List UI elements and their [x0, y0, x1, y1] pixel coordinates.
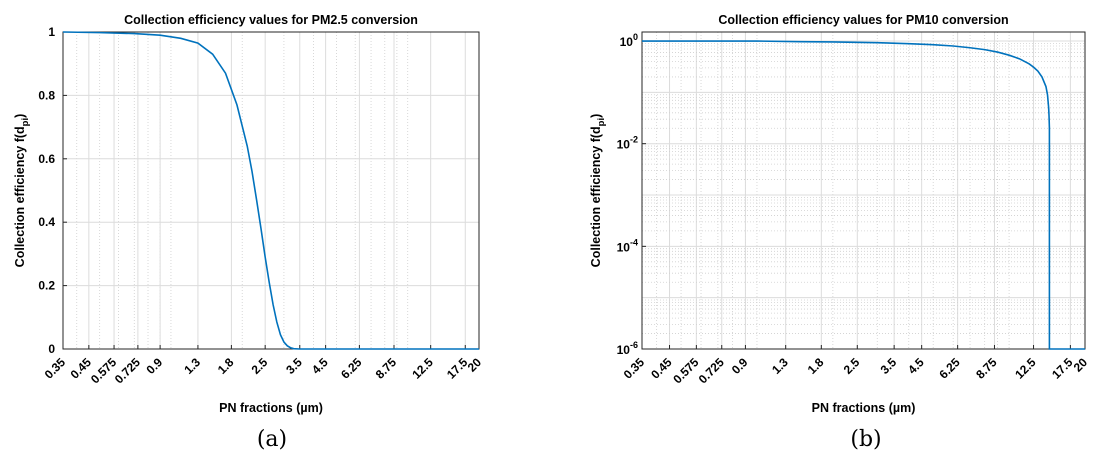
- x-tick-label: 0.575: [88, 355, 119, 386]
- x-tick-label: 8.75: [373, 355, 400, 382]
- y-tick-label: 0.2: [38, 279, 55, 293]
- x-tick-label: 2.5: [841, 355, 863, 377]
- x-tick-label: 1.3: [769, 355, 791, 377]
- panel-caption: (a): [257, 427, 287, 452]
- x-tick-label: 1.8: [215, 355, 237, 377]
- x-tick-label: 0.9: [144, 355, 166, 377]
- x-tick-label: 0.9: [729, 355, 751, 377]
- x-tick-label: 2.5: [249, 355, 271, 377]
- y-axis-label: Collection efficiency f(dpi): [589, 114, 607, 268]
- y-tick-label: 1: [48, 25, 55, 39]
- y-tick-label: 0.4: [38, 215, 55, 229]
- x-tick-label: 12.5: [409, 355, 436, 382]
- y-tick-label: 10-4: [617, 237, 638, 254]
- x-tick-label: 17.5: [1049, 355, 1076, 382]
- y-tick-label: 100: [620, 32, 638, 49]
- panel-caption: (b): [850, 427, 881, 452]
- series-line: [642, 40, 1085, 350]
- x-tick-label: 17.5: [444, 355, 471, 382]
- x-tick-label: 20: [465, 355, 485, 375]
- y-tick-label: 0.6: [38, 152, 55, 166]
- chart-title: Collection efficiency values for PM2.5 c…: [124, 13, 418, 27]
- x-axis-label: PN fractions (µm): [812, 401, 916, 415]
- x-tick-label: 6.25: [338, 355, 365, 382]
- axes-box: [62, 31, 480, 350]
- x-axis-label: PN fractions (µm): [219, 401, 323, 415]
- x-tick-label: 0.35: [621, 355, 648, 382]
- x-tick-label: 1.3: [181, 355, 203, 377]
- x-tick-label: 6.25: [936, 355, 963, 382]
- x-tick-label: 1.8: [805, 355, 827, 377]
- plot-area: [63, 32, 479, 349]
- plot-area: [642, 32, 1085, 349]
- x-tick-label: 4.5: [905, 355, 927, 377]
- x-tick-label: 0.725: [112, 355, 143, 386]
- x-tick-label: 0.35: [42, 355, 69, 382]
- x-tick-label: 3.5: [878, 355, 900, 377]
- x-tick-label: 0.725: [696, 355, 727, 386]
- x-tick-label: 12.5: [1012, 355, 1039, 382]
- y-tick-label: 10-2: [617, 135, 638, 152]
- series-line: [62, 31, 479, 350]
- grid: [62, 31, 480, 350]
- y-axis-label: Collection efficiency f(dpi): [13, 114, 31, 268]
- x-tick-label: 0.575: [670, 355, 701, 386]
- y-tick-label: 0: [48, 342, 55, 356]
- y-tick-label: 10-6: [617, 340, 638, 357]
- x-tick-label: 20: [1071, 355, 1091, 375]
- axes-box: [641, 31, 1086, 350]
- x-tick-label: 4.5: [309, 355, 331, 377]
- x-tick-label: 3.5: [283, 355, 305, 377]
- x-tick-label: 8.75: [973, 355, 1000, 382]
- y-tick-label: 0.8: [38, 88, 55, 102]
- chart-title: Collection efficiency values for PM10 co…: [718, 13, 1008, 27]
